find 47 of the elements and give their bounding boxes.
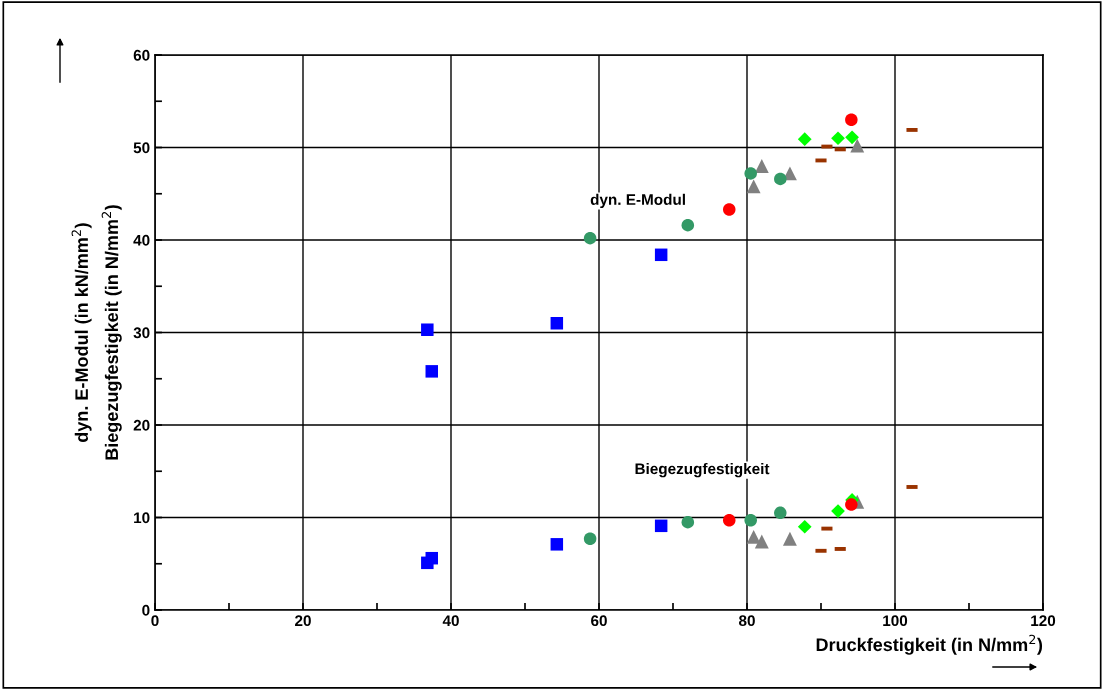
y-tick-label: 30 (133, 327, 150, 339)
x-tick-label: 120 (1031, 615, 1056, 627)
x-tick-label: 100 (883, 615, 908, 627)
point (583, 532, 597, 546)
point (722, 514, 736, 527)
point (744, 514, 757, 527)
point (831, 131, 845, 146)
x-axis-title: Druckfestigkeit (in N/mm$^{2}$) (816, 634, 1043, 655)
point (774, 172, 787, 186)
point (654, 248, 668, 262)
y-axis-title: dyn. E-Modul (in kN/mm$^{2}$) Biegezugfestigkeit (in N/mm$^{2}$) (71, 205, 122, 460)
point (797, 519, 812, 534)
y-tick-label: 10 (134, 512, 150, 524)
point (797, 132, 812, 147)
point (654, 519, 668, 533)
point (681, 515, 695, 529)
y-tick-label: 50 (133, 142, 150, 154)
point (746, 179, 761, 194)
y-tick-label: 60 (133, 49, 150, 61)
point (746, 529, 761, 544)
x-tick-label: 20 (295, 615, 311, 627)
point (754, 159, 769, 173)
point (550, 538, 564, 551)
y-tick-label: 40 (133, 234, 150, 246)
point (583, 231, 597, 245)
point (850, 138, 865, 153)
point (774, 506, 787, 520)
point (845, 130, 859, 145)
point (550, 317, 564, 330)
x-tick-label: 40 (442, 615, 459, 627)
point (425, 365, 439, 378)
point (845, 113, 858, 126)
x-tick-label: 60 (591, 615, 607, 627)
point (421, 323, 434, 336)
y-tick-label: 20 (133, 419, 150, 431)
point (722, 203, 736, 216)
point (425, 551, 439, 565)
point (744, 167, 757, 180)
point (681, 218, 695, 232)
point (754, 534, 769, 549)
point (782, 531, 797, 546)
annotation: Biegezugfestigkeit (635, 462, 770, 478)
x-tick-label: 0 (151, 615, 159, 627)
annotation: dyn. E-Modul (590, 193, 685, 209)
y-tick-label: 0 (142, 604, 150, 616)
x-tick-label: 80 (738, 615, 755, 627)
point (845, 498, 858, 511)
